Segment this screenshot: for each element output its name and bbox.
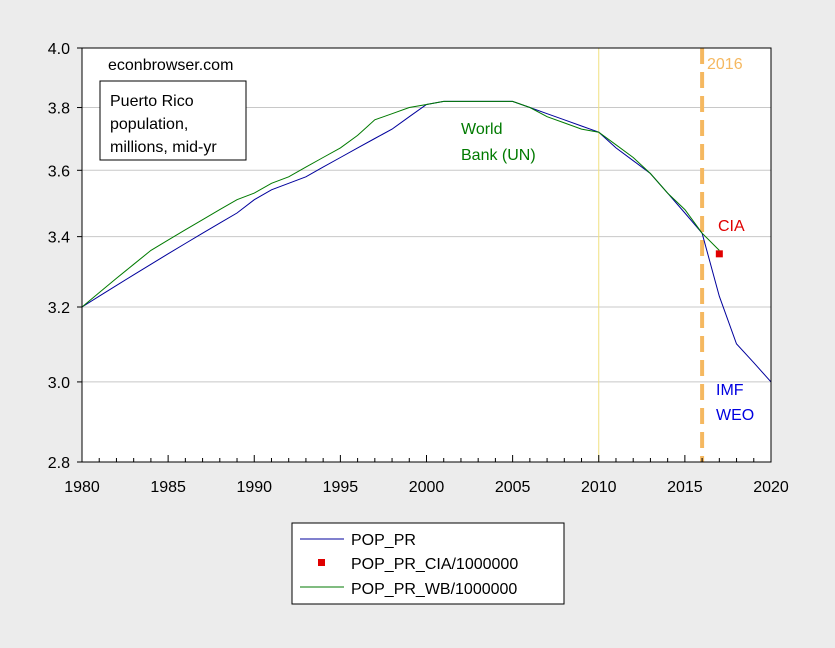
series-lines — [81, 100, 772, 383]
info-box-line-1: Puerto Rico — [110, 93, 194, 110]
legend-label-pop-pr-wb: POP_PR_WB/1000000 — [351, 581, 517, 598]
x-tick-label: 2010 — [581, 479, 617, 496]
y-tick-label: 3.6 — [48, 163, 70, 180]
legend-label-pop-pr-cia: POP_PR_CIA/1000000 — [351, 556, 518, 573]
x-tick-label: 2020 — [753, 479, 789, 496]
x-tick-label: 2015 — [667, 479, 703, 496]
info-box: Puerto Rico population, millions, mid-yr — [99, 80, 247, 161]
y-tick-label: 3.4 — [48, 230, 70, 247]
y-tick-label: 3.8 — [48, 101, 70, 118]
imf-label-line-1: IMF — [716, 382, 744, 399]
y-tick-label: 4.0 — [48, 41, 70, 58]
legend-frame — [291, 522, 565, 605]
world-bank-label-line-2: Bank (UN) — [461, 147, 536, 164]
y-tick-label: 3.0 — [48, 375, 70, 392]
info-box-line-3: millions, mid-yr — [110, 139, 217, 156]
cia-label: CIA — [718, 218, 745, 235]
y-tick-label: 2.8 — [48, 455, 70, 472]
y-tick-label: 3.2 — [48, 300, 70, 317]
x-tick-label: 2005 — [495, 479, 531, 496]
series-line-2 — [81, 100, 720, 308]
legend-label-pop-pr: POP_PR — [351, 532, 416, 549]
x-tick-label: 1985 — [150, 479, 186, 496]
x-tick-label: 1990 — [236, 479, 272, 496]
marker-2016-label: 2016 — [707, 56, 743, 73]
legend: POP_PR POP_PR_CIA/1000000 POP_PR_WB/1000… — [291, 522, 565, 605]
axis-ticks — [77, 47, 772, 463]
cia-point — [715, 250, 723, 258]
world-bank-label-line-1: World — [461, 121, 503, 138]
imf-label-line-2: WEO — [716, 407, 754, 424]
x-tick-label: 1995 — [323, 479, 359, 496]
vertical-markers — [598, 48, 705, 462]
info-box-line-2: population, — [110, 116, 188, 133]
x-tick-label: 2000 — [409, 479, 445, 496]
source-label: econbrowser.com — [108, 57, 233, 74]
tick-labels: 2.8 3.0 3.2 3.4 3.6 3.8 4.0 1980 1985 1990 1995 200… — [48, 41, 789, 496]
info-box-frame — [99, 80, 247, 161]
x-tick-label: 1980 — [64, 479, 100, 496]
legend-swatch-pop-pr-cia — [318, 559, 325, 566]
